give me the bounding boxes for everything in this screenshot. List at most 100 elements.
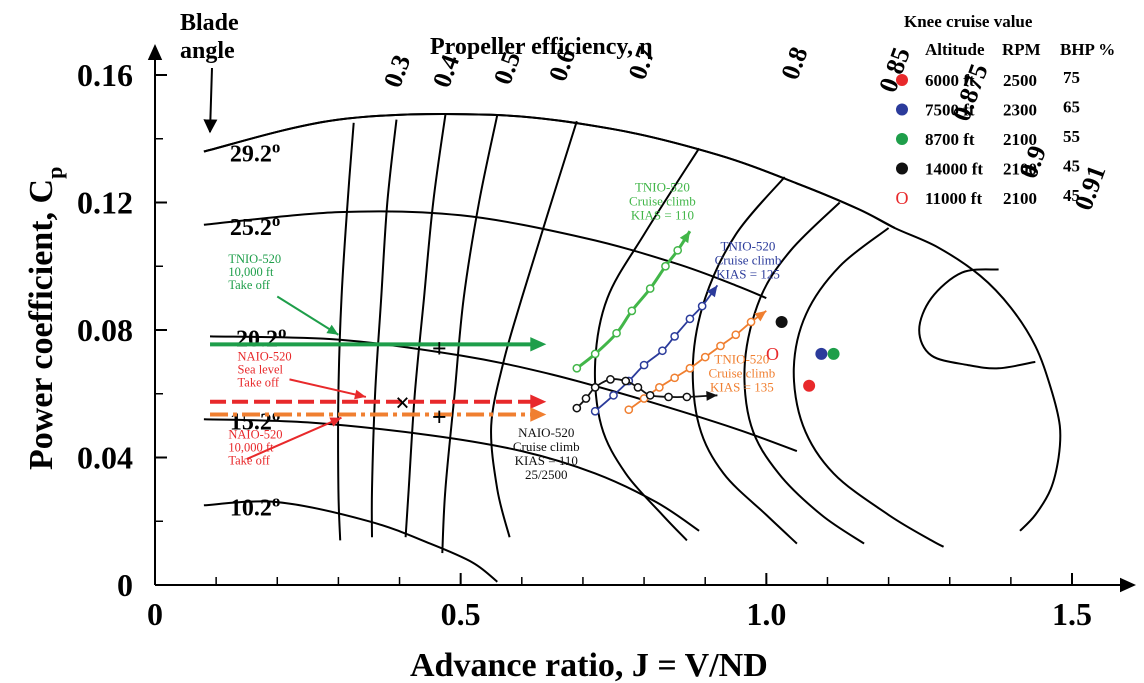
knee-legend-bhp: 45 [1063, 186, 1080, 205]
cruise-climb-point [670, 332, 679, 341]
cruise-climb-point [746, 317, 756, 327]
cruise-climb-point [685, 363, 695, 373]
efficiency-contour [593, 147, 700, 542]
cruise-climb-point [700, 352, 710, 362]
cruise-climb-point [606, 375, 615, 384]
y-axis-label-subscript: p [42, 167, 67, 179]
knee-legend-header-altitude: Altitude [925, 40, 985, 59]
degree-symbol: o [278, 322, 287, 341]
cruise-climb-point [572, 403, 582, 413]
knee-legend-altitude: 8700 ft [925, 130, 975, 149]
y-axis-label-main: Power coefficient, C [23, 179, 60, 470]
cruise-climb-point [572, 363, 582, 373]
cruise-climb-point [645, 390, 655, 400]
knee-legend-ring-marker: O [896, 188, 909, 208]
takeoff-annotation-text: NAIO-520 [228, 427, 282, 441]
y-tick-label: 0.04 [77, 440, 133, 476]
takeoff-annotation-text: Take off [228, 278, 270, 292]
knee-point [803, 379, 816, 392]
knee-legend-rpm: 2100 [1003, 130, 1037, 149]
takeoff-annotation-arrow [246, 416, 342, 461]
knee-legend-bhp: 55 [1063, 127, 1080, 146]
cruise-climb-point [664, 392, 673, 402]
knee-legend-rpm: 2100 [1003, 189, 1037, 208]
cruise-climb-point [609, 390, 618, 400]
efficiency-contour [691, 176, 798, 545]
x-tick-label: 0 [147, 596, 163, 632]
knee-legend-altitude: 7500 ft [925, 101, 975, 120]
cruise-climb-label: Cruise climb [708, 365, 775, 380]
x-tick-label: 1.5 [1052, 596, 1092, 632]
efficiency-contour [743, 201, 865, 545]
x-tick-label: 1.0 [746, 596, 786, 632]
efficiency-contour [918, 268, 1036, 370]
chart-title: Propeller efficiency, η [430, 34, 653, 60]
cruise-climb-arrow-head [706, 391, 718, 401]
cruise-climb-point [639, 360, 649, 370]
cruise-climb-line [576, 378, 718, 409]
cruise-climb-arrow-head [706, 285, 718, 298]
knee-legend-marker [896, 162, 908, 175]
cruise-climb-point [590, 349, 600, 359]
cruise-climb-point [633, 383, 643, 392]
knee-point [815, 347, 828, 360]
takeoff-annotation-arrow [276, 295, 339, 336]
cruise-climb-point [624, 405, 634, 415]
takeoff-annotation-text: NAIO-520 [238, 349, 292, 363]
blade-angle-curve [209, 335, 798, 453]
knee-legend-altitude: 14000 ft [925, 160, 983, 179]
cruise-climb-point [627, 306, 637, 316]
cruise-climb-point [670, 373, 679, 383]
y-tick-label: 0.16 [77, 57, 133, 93]
cruise-climb-point [590, 406, 600, 416]
takeoff-annotation-text: Take off [228, 453, 270, 467]
takeoff-annotation-text: Take off [238, 375, 280, 389]
cross-marker: × [395, 388, 410, 417]
knee-point [827, 347, 840, 360]
cruise-climb-point [716, 341, 725, 351]
efficiency-label: 0.8 [775, 43, 813, 83]
x-tick-label: 0.5 [441, 596, 481, 632]
cruise-climb-point [685, 314, 695, 324]
knee-legend-rpm: 2500 [1003, 71, 1037, 90]
knee-point-ring: O [766, 344, 779, 364]
takeoff-annotation-arrow-head [326, 324, 339, 335]
takeoff-annotation-arrow [289, 378, 367, 398]
knee-legend-bhp: 45 [1063, 157, 1080, 176]
cruise-climb-label: KIAS = 110 [631, 207, 694, 222]
cruise-climb-arrow-head [679, 231, 690, 244]
degree-symbol: o [272, 138, 281, 157]
knee-legend-header-rpm: RPM [1002, 40, 1041, 59]
knee-legend-marker [896, 133, 908, 145]
cruise-climb-label: TNIO-520 [635, 179, 690, 194]
degree-symbol: o [272, 491, 281, 510]
takeoff-arrow-head [530, 337, 547, 352]
cruise-climb-point [645, 284, 655, 293]
y-tick-label: 0 [117, 567, 133, 603]
y-axis-arrow [147, 44, 163, 60]
cruise-climb-point [661, 261, 670, 271]
cruise-climb-point [655, 383, 664, 392]
blade-angle-heading-line2: angle [180, 38, 235, 64]
blade-angle-arrow [203, 67, 218, 134]
cruise-climb-label: TNIO-520 [721, 238, 776, 253]
knee-point [775, 316, 788, 329]
efficiency-contour [441, 114, 499, 554]
cruise-climb-point [590, 383, 600, 392]
cruise-climb-point [697, 301, 707, 311]
takeoff-arrow-head [530, 394, 547, 409]
cruise-climb-label: TNIO-520 [714, 351, 769, 366]
knee-legend-altitude: 6000 ft [925, 71, 975, 90]
blade-angle-label: 29.2o [230, 138, 281, 168]
cruise-climb-point [612, 328, 621, 338]
cruise-climb-point [621, 376, 631, 386]
efficiency-label: 0.85 [873, 43, 916, 96]
takeoff-annotation-arrow-head [354, 389, 366, 400]
knee-legend-marker [896, 74, 908, 86]
cruise-climb-point [658, 346, 667, 356]
cross-marker: + [432, 403, 447, 432]
knee-legend-marker [896, 103, 908, 116]
takeoff-annotation-text: 10,000 ft [228, 440, 274, 454]
takeoff-annotation-text: TNIO-520 [228, 252, 281, 266]
